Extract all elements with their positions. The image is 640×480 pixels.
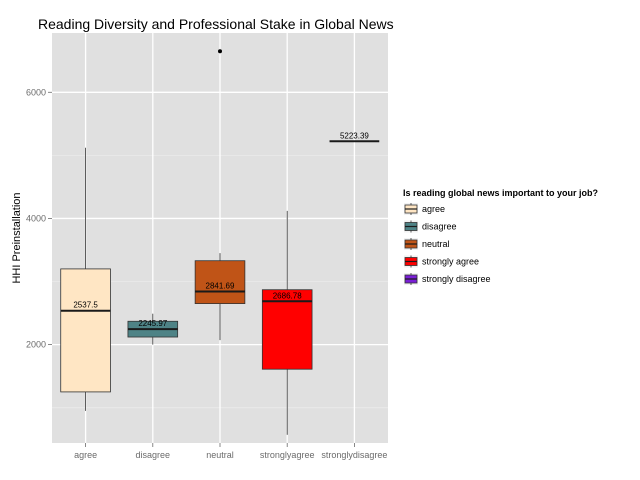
legend: Is reading global news important to your… [403, 188, 598, 285]
y-axis-title: HHI Preinstallation [11, 192, 23, 283]
box-agree [60, 268, 111, 393]
legend-item: disagree [404, 220, 457, 233]
legend-label: neutral [422, 239, 450, 249]
y-tick-label: 6000 [26, 87, 46, 97]
median-label: 2537.5 [73, 301, 98, 310]
x-tick-label: stronglyagree [260, 450, 315, 460]
outlier-point [218, 49, 222, 54]
x-tick-label: disagree [136, 450, 171, 460]
x-tick-label: agree [74, 450, 97, 460]
y-tick-label: 4000 [26, 213, 46, 223]
legend-label: strongly disagree [422, 274, 491, 284]
chart-title: Reading Diversity and Professional Stake… [38, 16, 394, 32]
legend-item: neutral [404, 238, 450, 250]
x-tick-label: stronglydisagree [321, 450, 387, 460]
x-tick-label: neutral [206, 450, 234, 460]
y-tick-label: 2000 [26, 340, 46, 350]
median-label: 2245.97 [138, 319, 167, 328]
legend-label: disagree [422, 222, 457, 232]
legend-label: agree [422, 204, 445, 214]
data-labels: 2537.5 2245.97 2841.69 2686.78 5223.39 [73, 131, 369, 328]
legend-label: strongly agree [422, 257, 479, 267]
legend-item: agree [404, 203, 445, 215]
box-stronglyagree [261, 289, 313, 370]
boxes [60, 49, 380, 435]
axes: 2000 4000 6000 agree disagree neutral strongly… [26, 87, 387, 460]
median-label: 5223.39 [340, 131, 369, 140]
median-label: 2841.69 [206, 282, 235, 291]
box-neutral [194, 260, 246, 305]
legend-item: strongly agree [404, 255, 479, 268]
legend-title: Is reading global news important to your… [403, 188, 598, 198]
legend-item: strongly disagree [404, 273, 491, 285]
median-label: 2686.78 [273, 291, 302, 300]
